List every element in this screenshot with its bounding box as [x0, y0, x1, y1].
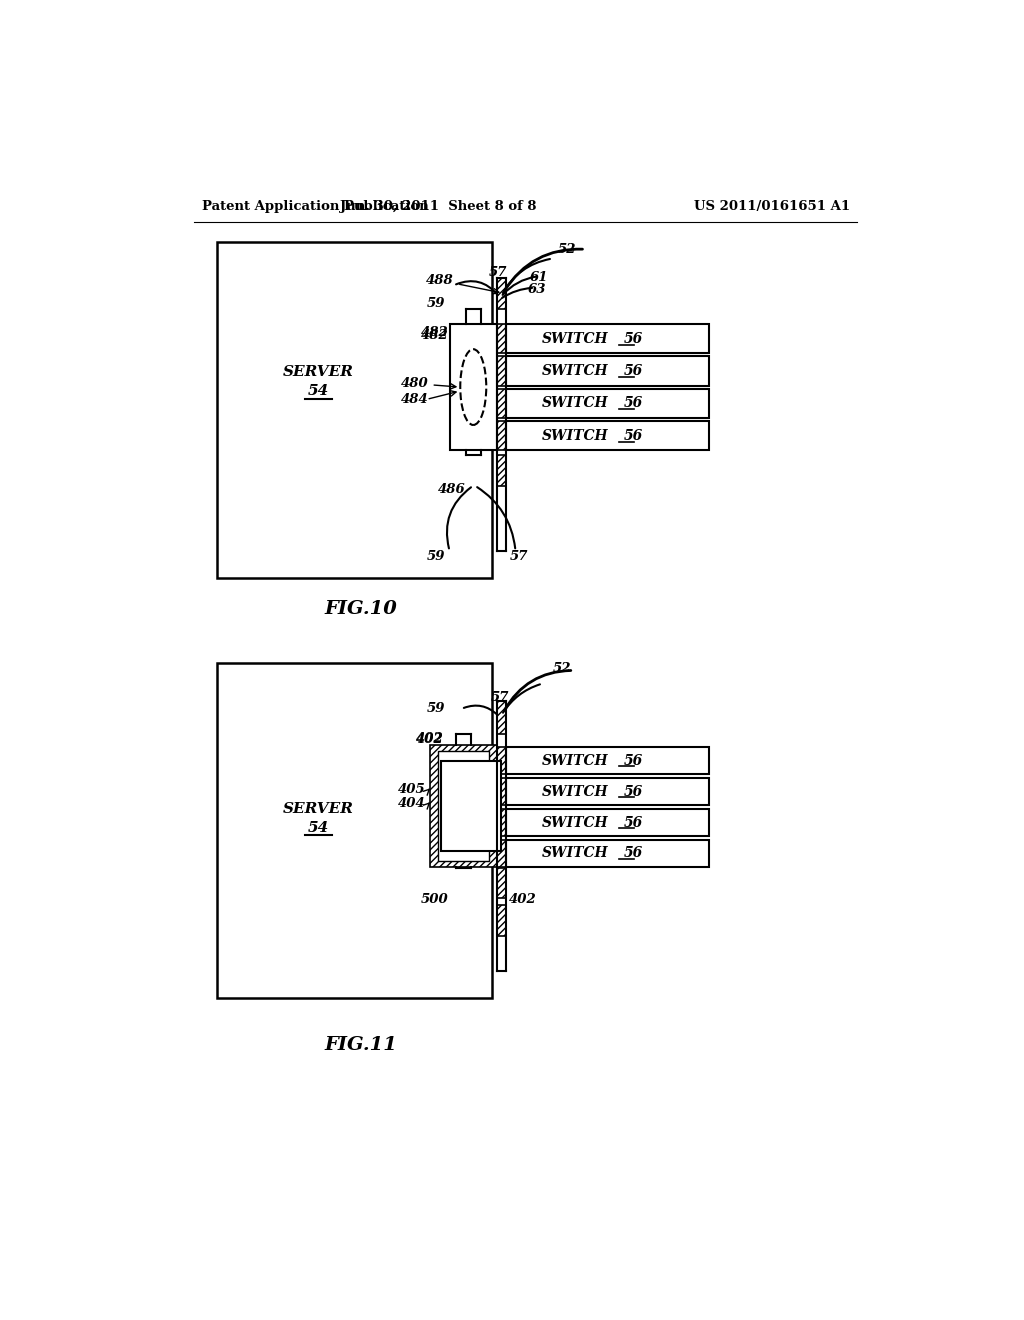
- Bar: [217, 663, 493, 998]
- Text: 56: 56: [624, 754, 643, 768]
- Text: SWITCH: SWITCH: [542, 754, 608, 768]
- Text: SWITCH: SWITCH: [542, 396, 608, 411]
- Bar: [497, 906, 506, 936]
- Text: Jun. 30, 2011  Sheet 8 of 8: Jun. 30, 2011 Sheet 8 of 8: [340, 199, 537, 213]
- Text: 404: 404: [397, 797, 425, 810]
- Bar: [506, 747, 710, 775]
- Bar: [506, 840, 710, 867]
- Text: 52: 52: [558, 243, 577, 256]
- Text: 402: 402: [417, 733, 444, 746]
- Bar: [497, 455, 506, 486]
- Text: SWITCH: SWITCH: [542, 816, 608, 829]
- Bar: [506, 779, 710, 805]
- Bar: [438, 751, 489, 861]
- Bar: [506, 421, 710, 450]
- Bar: [497, 701, 506, 734]
- Text: 488: 488: [426, 275, 499, 294]
- Bar: [497, 356, 506, 385]
- Text: FIG.10: FIG.10: [324, 599, 397, 618]
- Text: 59: 59: [426, 550, 444, 564]
- Bar: [497, 421, 506, 450]
- Text: 56: 56: [624, 784, 643, 799]
- Bar: [450, 323, 497, 450]
- Bar: [506, 356, 710, 385]
- Bar: [506, 323, 710, 354]
- Text: 405: 405: [397, 783, 425, 796]
- Bar: [497, 779, 506, 805]
- Text: 486: 486: [438, 483, 466, 496]
- Ellipse shape: [460, 350, 486, 425]
- Text: 484: 484: [400, 393, 429, 407]
- Bar: [497, 869, 506, 898]
- Text: 61: 61: [529, 271, 548, 284]
- Text: SWITCH: SWITCH: [542, 784, 608, 799]
- Text: 59: 59: [426, 702, 444, 715]
- Bar: [497, 277, 506, 309]
- Bar: [506, 809, 710, 836]
- Text: SWITCH: SWITCH: [542, 429, 608, 442]
- Text: 482: 482: [421, 326, 449, 338]
- Bar: [497, 747, 506, 775]
- Text: 57: 57: [509, 550, 527, 564]
- Text: 54: 54: [307, 384, 329, 397]
- Text: US 2011/0161651 A1: US 2011/0161651 A1: [693, 199, 850, 213]
- Text: 402: 402: [417, 733, 444, 744]
- Bar: [430, 744, 497, 867]
- Bar: [506, 388, 710, 418]
- Bar: [441, 760, 501, 851]
- Bar: [497, 323, 506, 354]
- Text: 57: 57: [488, 265, 507, 279]
- Text: 402: 402: [509, 892, 537, 906]
- Text: SWITCH: SWITCH: [542, 846, 608, 861]
- Text: 56: 56: [624, 816, 643, 829]
- Text: 56: 56: [624, 331, 643, 346]
- Text: 59: 59: [426, 297, 444, 310]
- Text: 480: 480: [400, 378, 456, 391]
- Text: 500: 500: [421, 892, 449, 906]
- Text: 56: 56: [624, 846, 643, 861]
- Text: Patent Application Publication: Patent Application Publication: [202, 199, 428, 213]
- Text: FIG.11: FIG.11: [324, 1036, 397, 1055]
- Text: 56: 56: [624, 429, 643, 442]
- Text: SERVER: SERVER: [283, 366, 353, 379]
- Text: 482: 482: [421, 329, 449, 342]
- Text: SWITCH: SWITCH: [542, 364, 608, 378]
- Text: 54: 54: [307, 821, 329, 834]
- Text: 52: 52: [553, 663, 571, 676]
- Text: SERVER: SERVER: [283, 803, 353, 816]
- Bar: [497, 388, 506, 418]
- Text: 56: 56: [624, 364, 643, 378]
- Bar: [497, 809, 506, 836]
- Text: 63: 63: [528, 282, 547, 296]
- Bar: [217, 242, 493, 578]
- Text: 56: 56: [624, 396, 643, 411]
- Text: 57: 57: [490, 690, 509, 704]
- Bar: [497, 840, 506, 867]
- Text: SWITCH: SWITCH: [542, 331, 608, 346]
